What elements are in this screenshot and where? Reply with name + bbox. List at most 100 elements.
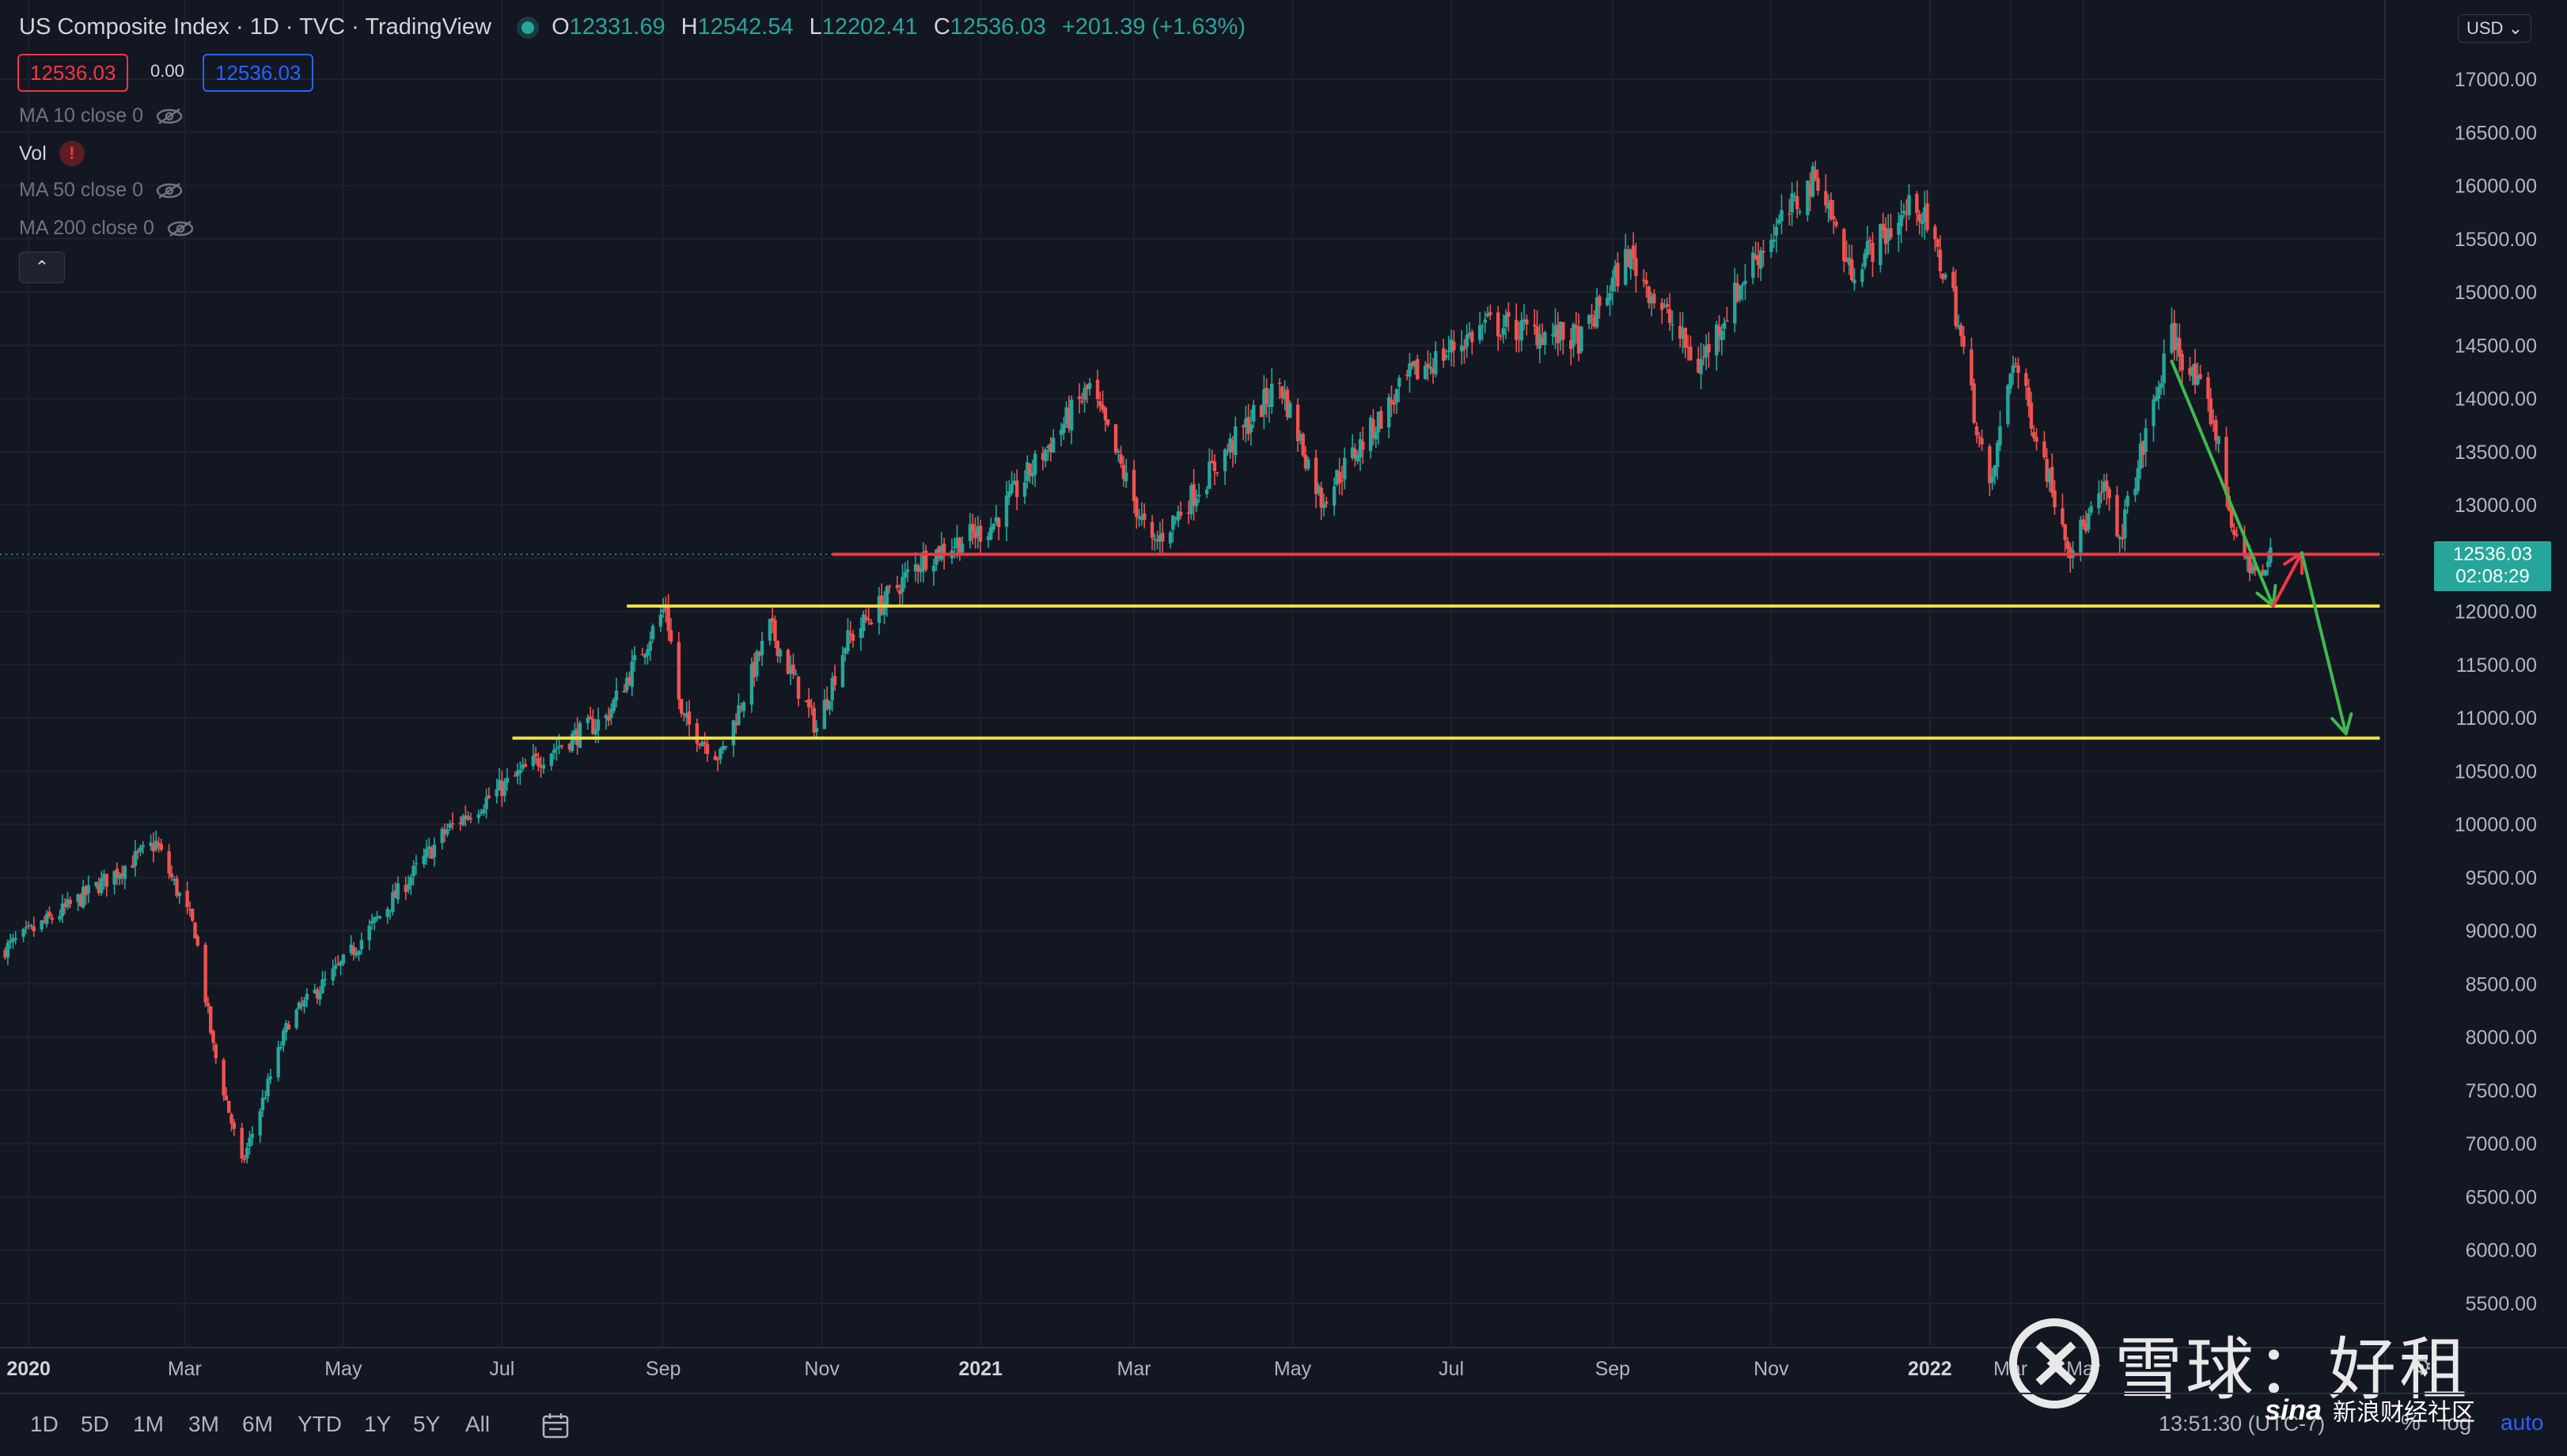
indicator-ma50[interactable]: MA 50 close 0 [19,179,183,202]
sell-price-box[interactable]: 12536.03 [17,54,129,92]
time-tick-label: May [1274,1358,1312,1380]
percent-toggle[interactable]: % [2401,1410,2421,1435]
candle [29,923,33,930]
candle [193,921,197,939]
hidden-eye-icon[interactable] [167,220,194,237]
candle [1788,199,1792,226]
candle [1725,306,1729,322]
candle [552,743,556,760]
candle [2047,468,2052,492]
candle [1259,404,1264,418]
log-toggle[interactable]: log [2442,1410,2472,1435]
candle [50,913,54,924]
sina-watermark: sina 新浪财经社区 [2265,1393,2475,1428]
interval[interactable]: 1D [249,14,279,40]
time-tick-label: Nov [804,1358,840,1380]
timeframe-5y[interactable]: 5Y [413,1412,441,1436]
candle [1431,358,1435,384]
candle [1852,267,1856,291]
candle [1842,227,1846,273]
candle [1774,218,1779,253]
indicator-volume[interactable]: Vol ! [19,141,85,166]
candle [414,855,419,875]
indicator-ma200[interactable]: MA 200 close 0 [19,217,194,240]
timeframe-all[interactable]: All [465,1412,491,1436]
candle [1525,314,1529,336]
time-axis[interactable]: 2020 Mar May Jul Sep Nov 2021 Mar May Jul Sep Nov 20… [6,1358,2100,1380]
timeframe-1y[interactable]: 1Y [364,1412,392,1436]
candle [1610,270,1615,305]
candle [266,1073,270,1103]
candle [1780,194,1784,234]
collapse-legend-button[interactable]: ⌃ [19,252,65,283]
candle [1022,470,1027,505]
grid [0,0,2385,1348]
candle [1897,212,1901,252]
candle [427,837,431,859]
candle [513,772,517,777]
warning-icon[interactable]: ! [59,141,85,166]
candle [2216,435,2220,453]
candle [887,584,892,594]
timeframe-5d[interactable]: 5D [81,1412,109,1436]
candle [1303,446,1308,472]
market-status-dot-icon[interactable] [521,21,535,35]
candle [446,823,449,837]
time-tick-label: Mar [1117,1358,1151,1380]
candle [1317,483,1321,496]
price-tick-label: 15000.00 [2455,282,2537,304]
candle [1938,235,1943,279]
candle [882,591,886,624]
candle [1481,323,1484,341]
candle [1462,339,1466,364]
candle [68,896,72,908]
candle [697,742,702,749]
currency-selector[interactable]: USD ⌄ [2458,14,2532,43]
candle [1285,386,1290,420]
indicator-ma10[interactable]: MA 10 close 0 [19,104,183,127]
candle [1579,325,1583,355]
candle [3,946,7,960]
candle [1886,214,1890,254]
trend-arrow-down-2[interactable] [2300,551,2353,736]
candle [2159,375,2163,395]
low-value: 12202.41 [821,14,918,40]
candle [1834,218,1838,229]
candle [240,1122,244,1163]
candle [664,596,668,623]
hidden-eye-icon[interactable] [156,108,183,125]
candle [1598,294,1602,319]
candle [2250,561,2254,575]
settings-gear-icon[interactable]: ⚙ [2411,1353,2432,1381]
buy-price-box[interactable]: 12536.03 [203,54,314,92]
candle [1161,518,1165,555]
clock[interactable]: 13:51:30 (UTC-7) [2159,1412,2326,1435]
auto-toggle[interactable]: auto [2501,1410,2544,1435]
candle [622,684,627,693]
candle [484,788,488,819]
candle [1933,223,1937,252]
timeframe-3m[interactable]: 3M [188,1412,219,1436]
candle [1226,443,1230,456]
candle [40,919,44,933]
candle [1137,508,1141,527]
candle [1485,306,1490,318]
candle [1101,390,1105,414]
candle [1234,416,1238,464]
timeframe-ytd[interactable]: YTD [298,1412,342,1436]
hidden-eye-icon[interactable] [156,182,183,199]
candle [1121,456,1126,487]
candle [297,1000,301,1010]
candle [214,1042,218,1064]
candle [1519,312,1523,352]
timeframe-1d[interactable]: 1D [30,1412,59,1436]
calendar-range-icon[interactable] [541,1412,570,1440]
candle [60,894,65,923]
timeframe-6m[interactable]: 6M [242,1412,273,1436]
candle [1241,424,1246,441]
candle [482,804,486,817]
symbol-name[interactable]: US Composite Index [19,14,229,40]
timeframe-1m[interactable]: 1M [133,1412,164,1436]
price-axis[interactable]: 17000.00 16500.00 16000.00 15500.00 15000.00… [2455,69,2537,1315]
